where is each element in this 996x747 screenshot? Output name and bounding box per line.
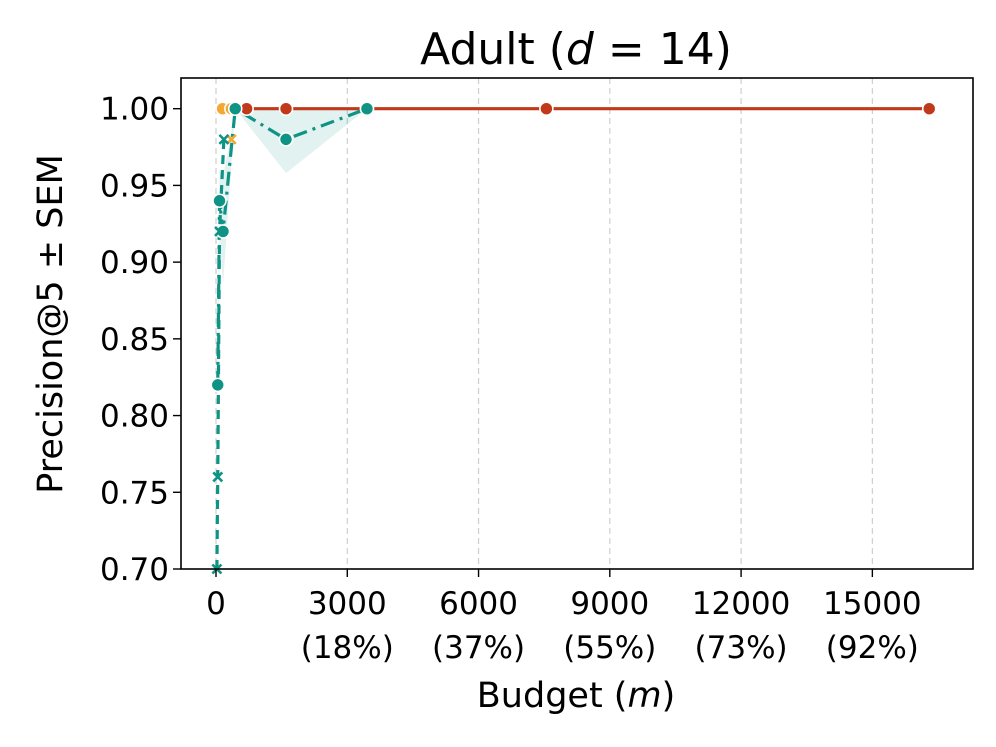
x-tick-percent-label: (55%)	[563, 630, 656, 666]
y-tick-label: 0.70	[100, 552, 169, 588]
markers-layer	[210, 101, 937, 575]
data-point-x	[212, 471, 224, 483]
data-point	[227, 101, 243, 116]
grid-layer	[215, 78, 873, 569]
data-point	[210, 377, 226, 393]
x-tick-label: 15000	[823, 586, 922, 622]
x-tick-label: 0	[206, 586, 226, 622]
x-tick-percent-label: (73%)	[695, 630, 788, 666]
x-tick-percent-label: (18%)	[301, 630, 394, 666]
error-band-layer	[217, 108, 367, 416]
y-tick-label: 0.85	[100, 322, 169, 358]
x-marker-stroke	[212, 471, 224, 483]
chart-title: Adult (d = 14)	[420, 24, 732, 75]
x-tick-label: 3000	[308, 586, 387, 622]
y-tick-label: 0.90	[100, 245, 169, 281]
sem-band	[217, 108, 367, 416]
x-tick-label: 12000	[692, 586, 791, 622]
data-point	[278, 101, 294, 116]
y-tick-label: 0.95	[100, 168, 169, 204]
data-point-x	[218, 133, 230, 145]
series-lines-layer	[215, 107, 930, 570]
data-point	[278, 132, 294, 147]
data-point	[215, 224, 231, 239]
data-point-x	[214, 226, 225, 237]
data-point	[359, 101, 375, 116]
x-axis-label: Budget (m)	[477, 676, 675, 716]
data-point	[921, 101, 937, 116]
y-axis-label: Precision@5 ± SEM	[31, 154, 71, 494]
y-tick-label: 0.80	[100, 399, 169, 435]
plot-frame	[180, 77, 974, 570]
data-point	[539, 101, 554, 116]
data-point	[212, 193, 227, 209]
y-tick-label: 1.00	[100, 92, 169, 128]
series-line	[215, 139, 226, 570]
x-marker-stroke	[214, 226, 225, 237]
x-tick-percent-label: (37%)	[432, 630, 525, 666]
x-tick-label: 9000	[570, 586, 649, 622]
axis-ticks-layer: 0 3000 (18%) 6000 (37%) 9000 (55%) 12000 (73%) 15…	[100, 92, 922, 666]
x-marker-stroke	[218, 133, 230, 145]
x-tick-percent-label: (92%)	[826, 630, 919, 666]
y-tick-label: 0.75	[100, 475, 169, 511]
x-tick-label: 6000	[439, 586, 518, 622]
